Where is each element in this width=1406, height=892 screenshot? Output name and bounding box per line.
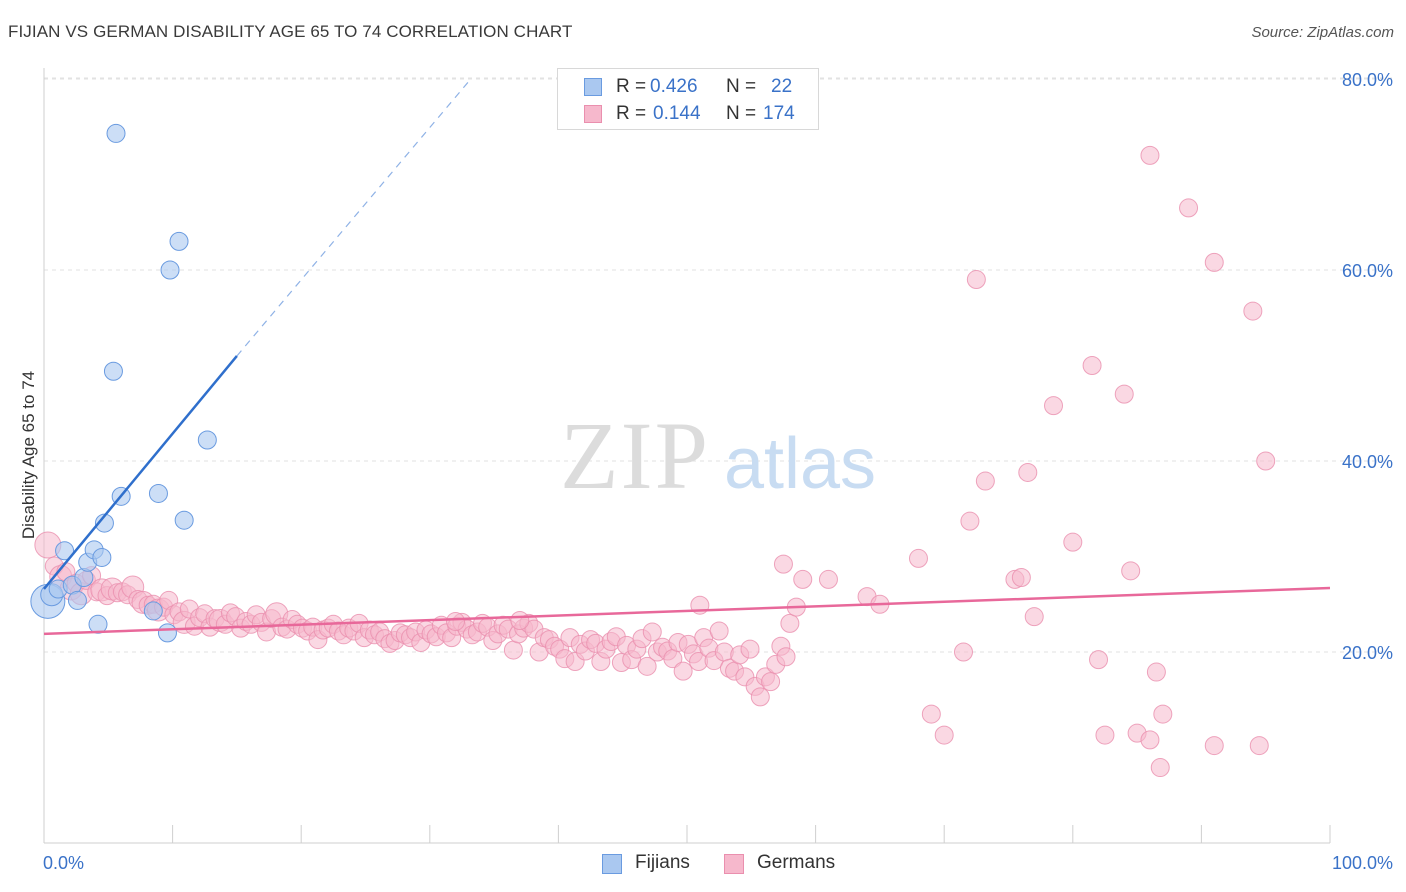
fijian-point: [106, 123, 126, 143]
watermark: ZIP atlas: [560, 402, 876, 509]
watermark-atlas: atlas: [724, 424, 876, 504]
y-tick-label: 20.0%: [1342, 643, 1393, 663]
german-point: [818, 569, 838, 589]
y-tick-labels: 20.0% 40.0% 60.0% 80.0%: [1342, 70, 1393, 663]
fijian-point: [160, 260, 180, 280]
fijian-point: [143, 601, 163, 621]
grid-lines: [44, 77, 1394, 653]
fijian-point: [197, 430, 217, 450]
y-axis-label: Disability Age 65 to 74: [19, 370, 38, 540]
fijians-trend-line: [43, 355, 238, 590]
german-point: [953, 642, 973, 662]
german-point: [1140, 730, 1160, 750]
r-value: 0.144: [653, 103, 701, 124]
x-tick-label: 100.0%: [1332, 853, 1393, 873]
german-point: [776, 647, 796, 667]
german-point: [1063, 532, 1083, 552]
stats-row-fijians: R = 0.426 N = 22: [558, 73, 818, 103]
fijians-points: [30, 123, 217, 643]
german-point: [503, 640, 523, 660]
german-point: [966, 270, 986, 290]
german-point: [1243, 301, 1263, 321]
r-value: 0.426: [650, 76, 698, 97]
german-point: [761, 672, 781, 692]
german-point: [637, 656, 657, 676]
watermark-zip: ZIP: [560, 402, 710, 509]
german-point: [1150, 758, 1170, 778]
german-point: [1011, 568, 1031, 588]
german-point: [1121, 561, 1141, 581]
german-point: [714, 642, 734, 662]
fijians-legend-label: Fijians: [635, 852, 690, 873]
german-point: [709, 621, 729, 641]
n-label: N =: [726, 103, 757, 124]
german-point: [960, 511, 980, 531]
y-tick-label: 40.0%: [1342, 452, 1393, 472]
r-label: R =: [616, 103, 647, 124]
axes: [43, 68, 1331, 844]
germans-legend-label: Germans: [757, 852, 836, 873]
german-point: [1114, 384, 1134, 404]
n-value: 22: [771, 76, 793, 97]
stats-row-germans: R = 0.144 N = 174: [558, 100, 818, 130]
fijians-trend-extension: [236, 81, 469, 357]
r-label: R =: [616, 76, 647, 97]
german-point: [1204, 736, 1224, 756]
fijian-point: [148, 483, 168, 503]
x-tick-labels: 0.0% 100.0%: [43, 853, 1393, 873]
german-point: [975, 471, 995, 491]
german-point: [793, 569, 813, 589]
fijian-point: [55, 541, 75, 561]
german-point: [1044, 396, 1064, 416]
trend-lines: [43, 81, 1331, 636]
german-point: [1089, 650, 1109, 670]
germans-legend-swatch: [724, 854, 744, 874]
fijian-point: [88, 614, 108, 634]
chart-title: FIJIAN VS GERMAN DISABILITY AGE 65 TO 74…: [8, 22, 573, 41]
fijian-point: [169, 231, 189, 251]
n-value: 174: [763, 103, 795, 124]
german-point: [673, 661, 693, 681]
german-point: [1095, 725, 1115, 745]
y-tick-label: 60.0%: [1342, 261, 1393, 281]
x-tick-label: 0.0%: [43, 853, 84, 873]
german-point: [773, 554, 793, 574]
german-point: [1249, 736, 1269, 756]
german-point: [1140, 145, 1160, 165]
fijians-swatch: [584, 78, 602, 96]
source-label: Source: ZipAtlas.com: [1251, 24, 1394, 41]
german-point: [1082, 356, 1102, 375]
german-point: [1179, 198, 1199, 218]
german-point: [740, 639, 760, 659]
german-point: [750, 687, 770, 707]
stats-legend: R = 0.426 N = 22 R = 0.144 N = 174: [557, 68, 819, 130]
fijian-point: [103, 361, 123, 381]
fijian-point: [174, 510, 194, 530]
german-point: [1018, 462, 1038, 482]
german-point: [510, 610, 530, 630]
fijian-point: [67, 590, 87, 610]
germans-swatch: [584, 105, 602, 123]
german-point: [908, 548, 928, 568]
german-point: [446, 611, 466, 631]
german-point: [1153, 704, 1173, 724]
german-point: [642, 622, 662, 642]
german-point: [921, 704, 941, 724]
fijians-legend-swatch: [602, 854, 622, 874]
y-tick-label: 80.0%: [1342, 70, 1393, 90]
fijian-point: [92, 547, 112, 567]
fijian-point: [157, 623, 177, 643]
n-label: N =: [726, 76, 757, 97]
german-point: [1024, 607, 1044, 627]
german-point: [1146, 662, 1166, 682]
german-point: [1256, 451, 1276, 471]
germans-trend-line: [43, 586, 1331, 636]
germans-points: [34, 145, 1276, 778]
german-point: [780, 613, 800, 633]
german-point: [1204, 252, 1224, 272]
german-point: [934, 725, 954, 745]
